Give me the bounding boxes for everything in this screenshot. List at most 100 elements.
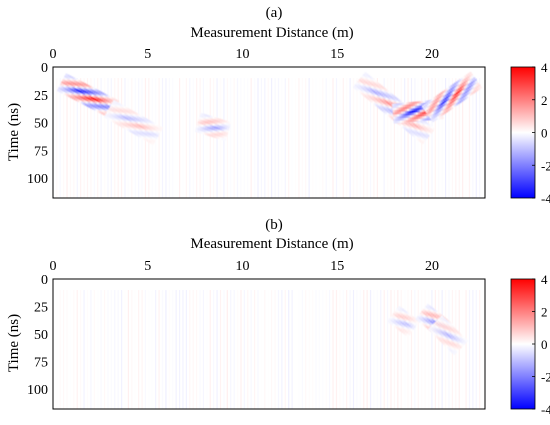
panel-a-reflection-cell	[123, 111, 126, 114]
panel-b-reflection-cell	[431, 307, 435, 311]
panel-a-reflection-cell	[206, 121, 209, 125]
panel-a-reflection-cell	[410, 106, 414, 109]
panel-b-reflection-cell	[407, 332, 411, 336]
panel-b-reflection-cell	[427, 316, 431, 319]
panel-a-reflection-cell	[121, 105, 125, 108]
panel-b-reflection-cell	[442, 320, 445, 323]
panel-a-reflection-cell	[116, 114, 119, 118]
panel-a-reflection-cell	[468, 74, 472, 78]
panel-a-reflection-cell	[74, 95, 78, 99]
panel-b-reflection-cell	[428, 322, 431, 325]
panel-a-reflection-cell	[391, 94, 394, 97]
panel-a-reflection-cell	[451, 86, 455, 90]
panel-a-reflection-cell	[438, 93, 442, 96]
panel-a-reflection-cell	[148, 130, 152, 134]
panel-a-reflection-cell	[200, 119, 203, 123]
panel-a-reflection-cell	[216, 133, 219, 137]
panel-b-reflection-cell	[451, 323, 454, 327]
panel-a-reflection-cell	[392, 110, 396, 113]
panel-a-reflection-cell	[374, 86, 377, 89]
panel-a-reflection-cell	[442, 109, 445, 112]
panel-a-reflection-cell	[152, 132, 155, 136]
panel-a-reflection-cell	[362, 74, 366, 77]
panel-a-reflection-cell	[73, 89, 76, 93]
panel-a-reflection-cell	[419, 134, 422, 137]
panel-a-reflection-cell	[394, 112, 398, 115]
panel-a-reflection-cell	[134, 132, 137, 135]
panel-a-reflection-cell	[102, 112, 106, 116]
panel-a-reflection-cell	[203, 130, 207, 133]
panel-a-reflection-cell	[455, 92, 459, 95]
panel-b-reflection-cell	[434, 324, 437, 328]
panel-a-reflection-cell	[417, 105, 420, 109]
panel-a-reflection-cell	[375, 90, 379, 93]
panel-a-reflection-cell	[452, 105, 455, 108]
panel-b-reflection-cell	[449, 333, 452, 336]
panel-a-reflection-cell	[465, 88, 468, 91]
panel-a-reflection-cell	[72, 94, 76, 98]
panel-a-reflection-cell	[92, 97, 95, 100]
panel-a-reflection-cell	[378, 106, 381, 110]
panel-b-reflection-cell	[432, 323, 436, 326]
panel-a-reflection-cell	[437, 113, 440, 116]
panel-b-reflection-cell	[440, 318, 444, 321]
panel-a-reflection-cell	[392, 108, 395, 111]
panel-a-reflection-cell	[407, 117, 411, 121]
panel-a-reflection-cell	[70, 81, 74, 84]
panel-a-reflection-cell	[416, 128, 419, 131]
panel-a-reflection-cell	[439, 98, 443, 101]
panel-b-reflection-cell	[435, 332, 439, 335]
panel-a-reflection-cell	[449, 101, 453, 105]
panel-a-reflection-cell	[67, 82, 71, 85]
panel-b-reflection-cell	[390, 316, 393, 319]
panel-a-reflection-cell	[388, 103, 392, 107]
panel-a-reflection-cell	[159, 128, 162, 132]
panel-a-reflection-cell	[435, 103, 439, 106]
panel-a-reflection-cell	[110, 104, 114, 107]
panel-b-reflection-cell	[432, 320, 436, 323]
panel-a-reflection	[57, 73, 119, 119]
panel-a-reflection-cell	[427, 106, 431, 109]
panel-a-reflection-cell	[466, 79, 470, 82]
panel-a-reflection-cell	[406, 123, 410, 127]
panel-a-reflection-cell	[199, 117, 202, 120]
panel-a-reflection-cell	[80, 88, 83, 92]
panel-a-reflection-cell	[62, 79, 65, 82]
panel-a-reflection-cell	[210, 123, 213, 126]
panel-a-reflection-cell	[383, 90, 386, 94]
panel-a-reflection-cell	[373, 90, 376, 94]
panel-a-reflection-cell	[432, 98, 435, 101]
panel-a-reflection-cell	[382, 104, 386, 107]
panel-b-reflection-cell	[455, 332, 458, 336]
panel-a-reflection-cell	[145, 136, 149, 139]
panel-b-reflection-cell	[397, 321, 400, 325]
panel-a-reflection-cell	[373, 93, 376, 97]
panel-a-reflection-cell	[473, 88, 476, 91]
panel-a-reflection-cell	[63, 85, 67, 88]
panel-a-reflection-cell	[406, 102, 409, 105]
panel-a-reflection-cell	[354, 87, 358, 90]
panel-a-reflection-cell	[451, 89, 454, 93]
panel-b-reflection-cell	[429, 317, 432, 320]
panel-b-reflection-cell	[435, 313, 438, 317]
panel-a-reflection-cell	[435, 114, 439, 117]
panel-a-reflection-cell	[100, 104, 103, 107]
panel-a-reflection-cell	[124, 109, 127, 112]
panel-a-reflection-cell	[211, 120, 214, 124]
panel-b-reflection-cell	[410, 318, 414, 321]
panel-a-reflection-cell	[456, 89, 459, 92]
panel-a-reflection-cell	[423, 132, 427, 135]
panel-a-reflection-cell	[443, 106, 446, 109]
panel-a-reflection-cell	[403, 111, 406, 114]
panel-a-reflection-cell	[369, 76, 372, 79]
panel-a-reflection-cell	[387, 108, 391, 111]
panel-a-x-tick-label: 0	[50, 47, 57, 62]
panel-a-reflection-cell	[90, 96, 93, 99]
panel-a-reflection-cell	[226, 130, 229, 133]
panel-a-reflection-cell	[455, 81, 459, 84]
panel-b-reflection-cell	[415, 319, 418, 322]
panel-a-reflection-cell	[82, 85, 85, 88]
panel-a-reflection-cell	[78, 83, 82, 86]
panel-b-reflection-cell	[391, 317, 395, 321]
panel-a-reflection-cell	[59, 90, 62, 93]
